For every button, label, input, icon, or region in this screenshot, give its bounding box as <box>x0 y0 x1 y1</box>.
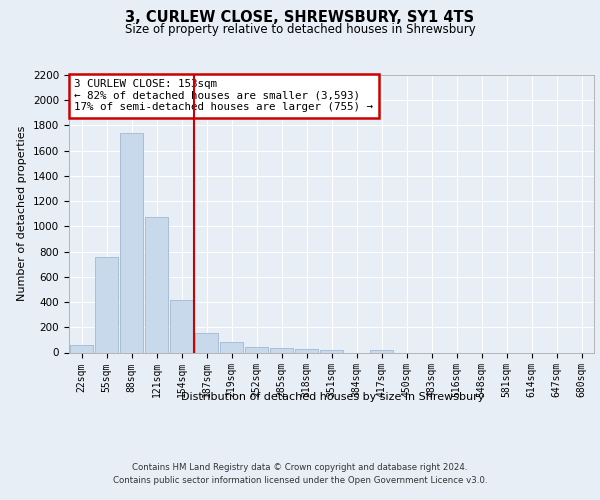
Text: Contains HM Land Registry data © Crown copyright and database right 2024.: Contains HM Land Registry data © Crown c… <box>132 462 468 471</box>
Bar <box>245 347 268 352</box>
Bar <box>295 350 318 352</box>
Bar <box>370 350 393 352</box>
Text: Contains public sector information licensed under the Open Government Licence v3: Contains public sector information licen… <box>113 476 487 485</box>
Text: Size of property relative to detached houses in Shrewsbury: Size of property relative to detached ho… <box>125 22 475 36</box>
Bar <box>195 333 218 352</box>
Text: Distribution of detached houses by size in Shrewsbury: Distribution of detached houses by size … <box>181 392 485 402</box>
Bar <box>220 342 243 352</box>
Bar <box>270 348 293 352</box>
Text: 3, CURLEW CLOSE, SHREWSBURY, SY1 4TS: 3, CURLEW CLOSE, SHREWSBURY, SY1 4TS <box>125 10 475 25</box>
Text: 3 CURLEW CLOSE: 153sqm
← 82% of detached houses are smaller (3,593)
17% of semi-: 3 CURLEW CLOSE: 153sqm ← 82% of detached… <box>74 79 373 112</box>
Bar <box>320 350 343 352</box>
Bar <box>120 133 143 352</box>
Bar <box>170 300 193 352</box>
Bar <box>95 256 118 352</box>
Y-axis label: Number of detached properties: Number of detached properties <box>17 126 28 302</box>
Bar <box>70 345 93 352</box>
Bar <box>145 217 168 352</box>
